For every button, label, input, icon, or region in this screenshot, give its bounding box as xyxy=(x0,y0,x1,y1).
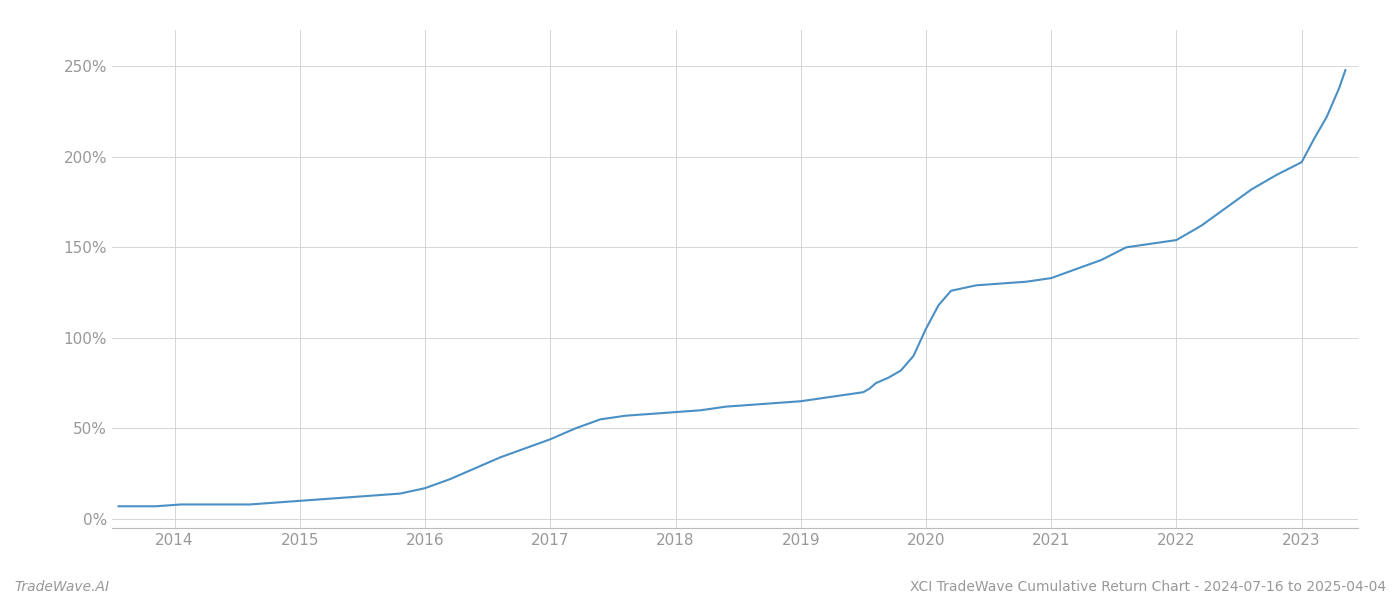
Text: TradeWave.AI: TradeWave.AI xyxy=(14,580,109,594)
Text: XCI TradeWave Cumulative Return Chart - 2024-07-16 to 2025-04-04: XCI TradeWave Cumulative Return Chart - … xyxy=(910,580,1386,594)
